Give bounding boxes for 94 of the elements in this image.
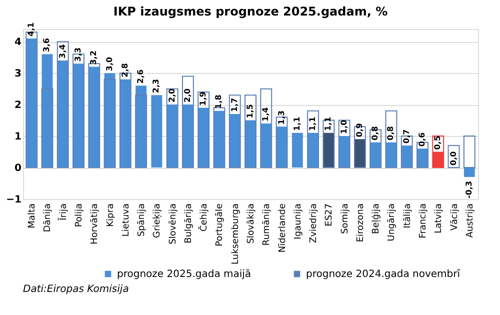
bar — [56, 41, 69, 168]
data-label: 3,2 — [89, 50, 98, 65]
bar — [41, 88, 54, 168]
data-label: 1,9 — [198, 91, 208, 106]
data-label: 2,0 — [167, 88, 176, 103]
data-label: 3,3 — [74, 47, 83, 62]
x-tick-label: Kipra — [106, 204, 116, 227]
bar — [463, 136, 476, 168]
data-label: 4,1 — [26, 22, 36, 36]
data-label: 0,0 — [448, 150, 458, 166]
x-tick-label: Slovēnija — [168, 204, 178, 244]
x-tick-label: Ungārija — [387, 204, 398, 242]
x-tick-label: Eirozona — [356, 204, 366, 242]
bar — [464, 168, 475, 177]
x-tick-label: Nīderlande — [278, 203, 288, 253]
x-tick-label: Itālija — [402, 204, 413, 228]
data-label: 1,4 — [261, 106, 270, 122]
data-label: 1,7 — [230, 98, 239, 112]
bar — [198, 91, 210, 168]
x-tick-label: Horvātija — [90, 204, 100, 244]
x-tick-label: Zviedrija — [309, 204, 320, 243]
data-label: 1,8 — [214, 94, 224, 109]
x-tick-label: Čehija — [198, 204, 210, 232]
bar — [245, 120, 256, 168]
data-label: 0,8 — [370, 126, 380, 140]
data-label: 3,4 — [58, 44, 67, 58]
data-label: 2,0 — [182, 88, 192, 103]
x-tick-label: Polija — [74, 204, 85, 228]
text: Dati:Eiropas Komisija — [23, 284, 129, 295]
y-tick-label: 1 — [14, 132, 22, 143]
data-label: 0,7 — [402, 129, 411, 144]
data-label: 0,9 — [354, 122, 364, 138]
x-tick-label: Igaunija — [293, 204, 304, 240]
bar — [307, 110, 320, 168]
chart-title: IKP izaugsmes prognoze 2025.gadam, % — [113, 4, 388, 18]
y-tick-label: −1 — [6, 194, 22, 206]
x-tick-label: Portugāle — [215, 203, 226, 246]
bar — [432, 136, 444, 168]
bar — [260, 88, 272, 168]
x-tick-label: Spānija — [137, 204, 148, 237]
data-label: -0,3 — [464, 180, 474, 198]
x-tick-label: Rumānija — [262, 204, 272, 246]
x-tick-label: Malta — [28, 204, 38, 228]
bar — [57, 60, 68, 168]
bar — [166, 88, 178, 168]
bar — [198, 108, 210, 168]
data-label: 3,0 — [104, 56, 114, 72]
y-tick-label: 2 — [14, 100, 22, 112]
bar — [182, 76, 194, 168]
bar — [228, 94, 241, 168]
data-label: 2,3 — [152, 78, 161, 94]
y-tick-label: 3 — [14, 68, 22, 80]
bar — [244, 94, 256, 168]
data-label: 0,6 — [417, 132, 426, 147]
x-tick-label: Luksemburga — [230, 204, 241, 264]
bar — [135, 94, 148, 168]
bar — [448, 144, 460, 168]
bar — [229, 114, 240, 168]
data-label: 1,5 — [246, 104, 254, 118]
bar — [292, 132, 303, 168]
y-tick-label: 0 — [14, 163, 22, 174]
data-label: 0,5 — [433, 135, 442, 150]
legend-label: prognoze 2025.gada maijā — [117, 269, 252, 280]
y-tick-label: 4 — [14, 37, 22, 48]
bar — [260, 123, 272, 168]
data-label: 1,1 — [292, 116, 302, 131]
bar — [385, 110, 398, 168]
x-tick-label: Francija — [418, 204, 428, 238]
data-label: 1,0 — [339, 119, 348, 134]
data-label: 1,3 — [276, 110, 286, 125]
x-tick-label: Dānija — [43, 204, 54, 232]
bar — [338, 120, 350, 168]
bar — [73, 64, 84, 168]
bar — [182, 104, 194, 168]
bar — [151, 95, 162, 168]
data-label: 1,1 — [324, 116, 333, 131]
x-tick-label: Latvija — [434, 204, 444, 234]
x-tick-label: Bulgārija — [184, 204, 194, 244]
x-tick-label: Slovākija — [246, 204, 256, 244]
x-tick-label: Īrija — [56, 204, 69, 220]
data-label: 1,1 — [308, 116, 318, 131]
data-label: 3,6 — [42, 38, 52, 52]
bar — [166, 104, 178, 168]
x-tick-label: Vācija — [450, 204, 460, 231]
x-tick-label: Somija — [340, 204, 350, 234]
x-tick-label: Beļģija — [372, 204, 382, 234]
x-tick-label: ES27 — [324, 204, 335, 226]
x-tick-label: Austrija — [465, 204, 476, 238]
x-tick-label: Grieķija — [152, 204, 163, 238]
data-label: 0,8 — [386, 126, 396, 140]
data-label: 2,6 — [136, 69, 146, 84]
legend-label: prognoze 2024.gada novembrī — [306, 269, 460, 280]
data-label: 2,8 — [120, 62, 130, 78]
x-tick-label: Lietuva — [121, 204, 132, 237]
